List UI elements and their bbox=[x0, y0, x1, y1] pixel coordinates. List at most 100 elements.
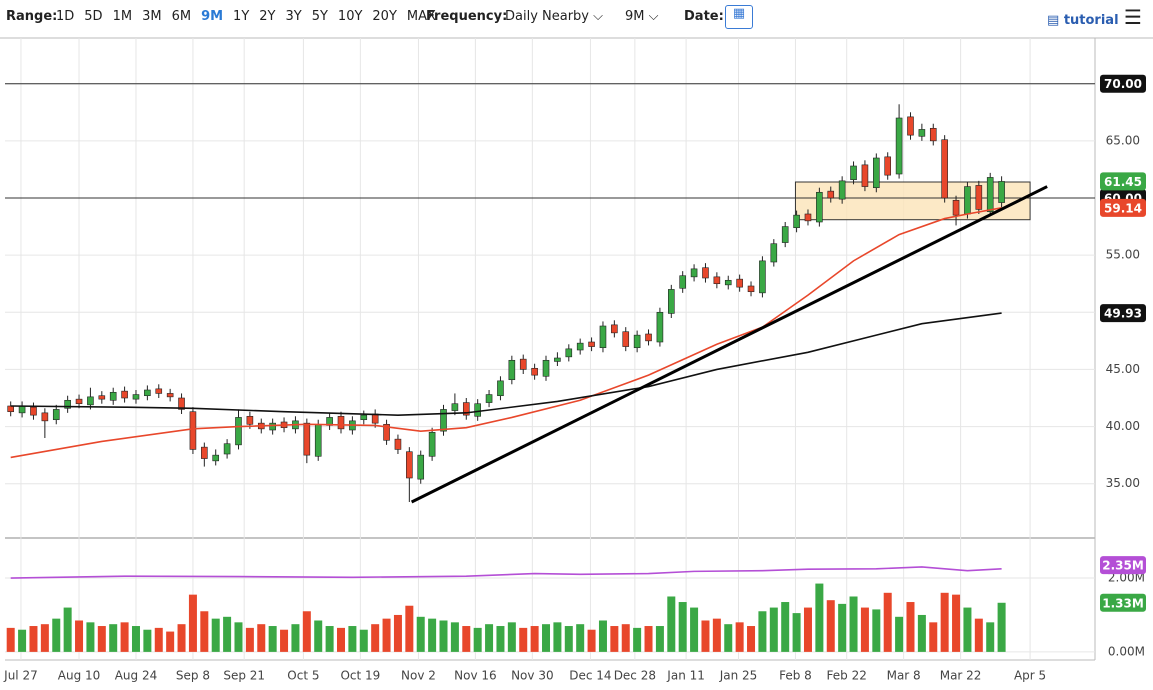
volume-bar bbox=[986, 622, 995, 652]
candle-body bbox=[998, 181, 1005, 203]
volume-bar bbox=[838, 603, 847, 652]
price-badge-label: 2.35M bbox=[1102, 559, 1144, 573]
menu-icon[interactable]: ☰ bbox=[1124, 5, 1142, 29]
candle-body bbox=[155, 388, 163, 394]
range-button[interactable]: 6M bbox=[171, 9, 192, 24]
price-badge-label: 61.45 bbox=[1104, 175, 1142, 189]
range-button[interactable]: 5D bbox=[84, 9, 103, 24]
x-tick-label: Jan 11 bbox=[666, 669, 705, 683]
range-button[interactable]: 9M bbox=[201, 9, 224, 24]
range-button[interactable]: 3M bbox=[142, 9, 162, 24]
candle-body bbox=[52, 409, 60, 421]
candle-body bbox=[497, 380, 504, 397]
volume-bar bbox=[336, 627, 345, 652]
tutorial-link[interactable]: ▤ tutorial bbox=[1047, 13, 1119, 28]
candle-body bbox=[861, 164, 869, 187]
volume-bar bbox=[257, 624, 266, 652]
x-tick-label: Nov 2 bbox=[401, 669, 436, 683]
x-tick-label: Oct 19 bbox=[340, 669, 380, 683]
moving-average bbox=[10, 312, 1002, 416]
volume-bar bbox=[747, 626, 756, 652]
volume-bar bbox=[872, 609, 881, 652]
volume-bar bbox=[895, 616, 904, 652]
range-button[interactable]: 5Y bbox=[311, 9, 328, 24]
calendar-button[interactable]: ▦ bbox=[725, 5, 753, 29]
price-badge-label: 59.14 bbox=[1104, 201, 1142, 215]
volume-bar bbox=[542, 624, 551, 652]
price-badge bbox=[1100, 198, 1146, 217]
volume-bar bbox=[268, 626, 277, 652]
candle-body bbox=[827, 190, 835, 199]
volume-bar bbox=[507, 622, 516, 652]
range-label: Range: bbox=[6, 9, 58, 24]
toolbar: Range: 1D 5D 1M 3M 6M 9M 1Y 2Y 3Y 5Y 10Y 20Y MAX Fre… bbox=[0, 0, 1153, 36]
volume-bar bbox=[302, 611, 311, 652]
volume-bar bbox=[826, 600, 835, 652]
price-badge bbox=[1100, 556, 1146, 575]
period-select[interactable]: 9M ⌵ bbox=[625, 9, 659, 24]
candle-body bbox=[611, 324, 618, 334]
candle-body bbox=[30, 406, 37, 416]
x-tick-label: Dec 14 bbox=[569, 669, 611, 683]
volume-bar bbox=[860, 607, 869, 652]
volume-bar bbox=[18, 629, 27, 652]
volume-bar bbox=[917, 614, 926, 652]
y-tick-label: 0.00M bbox=[1108, 644, 1145, 658]
candle-body bbox=[87, 396, 94, 406]
candle-body bbox=[679, 275, 686, 289]
frequency[interactable]: Daily Nearby bbox=[505, 9, 590, 24]
candle-body bbox=[519, 358, 527, 370]
trendline bbox=[410, 185, 1048, 504]
candle-body bbox=[394, 438, 402, 450]
x-tick-label: Sep 21 bbox=[223, 669, 265, 683]
frequency-select[interactable]: Daily Nearby ⌵ bbox=[505, 9, 604, 24]
period[interactable]: 9M bbox=[625, 9, 645, 24]
candle-body bbox=[873, 157, 880, 189]
volume-bar bbox=[97, 626, 106, 652]
candle-body bbox=[371, 413, 379, 424]
volume-bar bbox=[325, 626, 334, 652]
volume-bar bbox=[405, 605, 414, 652]
volume-bar bbox=[929, 622, 938, 652]
candle-body bbox=[986, 177, 994, 213]
x-tick-label: Apr 5 bbox=[1014, 669, 1046, 683]
range-button[interactable]: 2Y bbox=[259, 9, 276, 24]
candle-body bbox=[850, 165, 857, 181]
range-button[interactable]: 20Y bbox=[372, 9, 397, 24]
candle-body bbox=[474, 403, 481, 417]
volume-bar bbox=[530, 626, 539, 652]
volume-bar bbox=[166, 631, 175, 652]
volume-bar bbox=[485, 624, 494, 652]
price-badge-label: 1.33M bbox=[1102, 596, 1144, 610]
candle-body bbox=[531, 367, 538, 376]
price-badge bbox=[1100, 304, 1146, 323]
volume-bar bbox=[348, 626, 357, 652]
volume-bar bbox=[450, 622, 459, 652]
candle-body bbox=[895, 117, 903, 175]
candle-body bbox=[18, 405, 26, 414]
range-button[interactable]: 10Y bbox=[337, 9, 363, 24]
x-tick-label: Oct 5 bbox=[287, 669, 319, 683]
range-button[interactable]: 3Y bbox=[285, 9, 302, 24]
candle-body bbox=[724, 279, 732, 286]
volume-bar bbox=[200, 611, 209, 652]
candle-body bbox=[189, 411, 197, 450]
price-badge bbox=[1100, 172, 1146, 191]
candle-body bbox=[690, 268, 698, 278]
date-label: Date: bbox=[684, 9, 724, 24]
tutorial[interactable]: tutorial bbox=[1063, 13, 1119, 28]
volume-bar bbox=[587, 629, 596, 652]
candle-body bbox=[793, 214, 800, 229]
range-button[interactable]: 1M bbox=[112, 9, 133, 24]
range-button[interactable]: 1D bbox=[56, 9, 75, 24]
volume-bar bbox=[120, 622, 129, 652]
candle-body bbox=[132, 394, 140, 400]
volume-bar bbox=[598, 620, 607, 652]
candle-body bbox=[713, 276, 721, 285]
range-button[interactable]: MAX bbox=[406, 9, 436, 24]
candle-body bbox=[565, 348, 573, 358]
range-button[interactable]: 1Y bbox=[233, 9, 250, 24]
volume-bar bbox=[52, 618, 61, 652]
candle-body bbox=[144, 389, 151, 397]
